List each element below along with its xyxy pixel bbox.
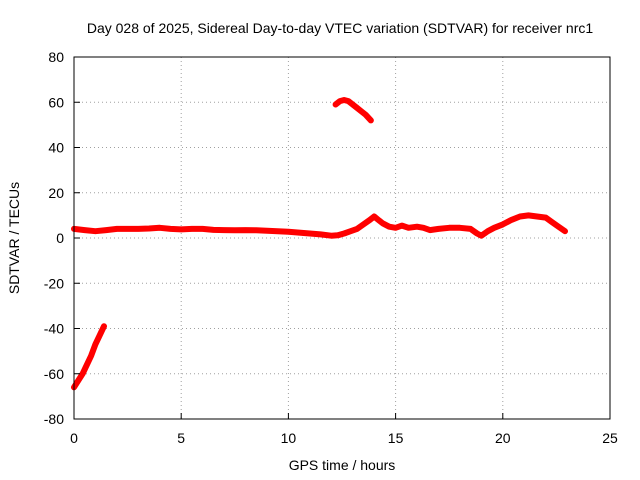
y-tick-label: -20: [44, 275, 64, 291]
x-tick-label: 15: [388, 430, 404, 446]
grid-lines: [74, 57, 610, 419]
y-tick-label: -80: [44, 411, 64, 427]
chart-title: Day 028 of 2025, Sidereal Day-to-day VTE…: [87, 20, 593, 36]
y-tick-label: 80: [48, 49, 64, 65]
y-tick-label: 40: [48, 140, 64, 156]
y-tick-label: 20: [48, 185, 64, 201]
x-axis-label: GPS time / hours: [289, 457, 396, 473]
x-tick-label: 20: [495, 430, 511, 446]
x-tick-label: 5: [177, 430, 185, 446]
y-tick-label: -60: [44, 366, 64, 382]
series-line-segment-start: [71, 323, 107, 391]
y-tick-label: -40: [44, 321, 64, 337]
y-tick-label: 60: [48, 94, 64, 110]
y-axis-label: SDTVAR / TECUs: [6, 182, 22, 294]
x-tick-label: 0: [70, 430, 78, 446]
x-tick-label: 10: [281, 430, 297, 446]
y-tick-label: 0: [56, 230, 64, 246]
series-line-segment-main: [71, 212, 568, 239]
series-line-segment-high: [332, 97, 374, 124]
x-tick-label: 25: [602, 430, 618, 446]
tick-labels: 0 5 10 15 20 25 -80 -60 -40 -20 0 20 40 60 80: [44, 49, 618, 446]
series-layer: [71, 97, 568, 391]
